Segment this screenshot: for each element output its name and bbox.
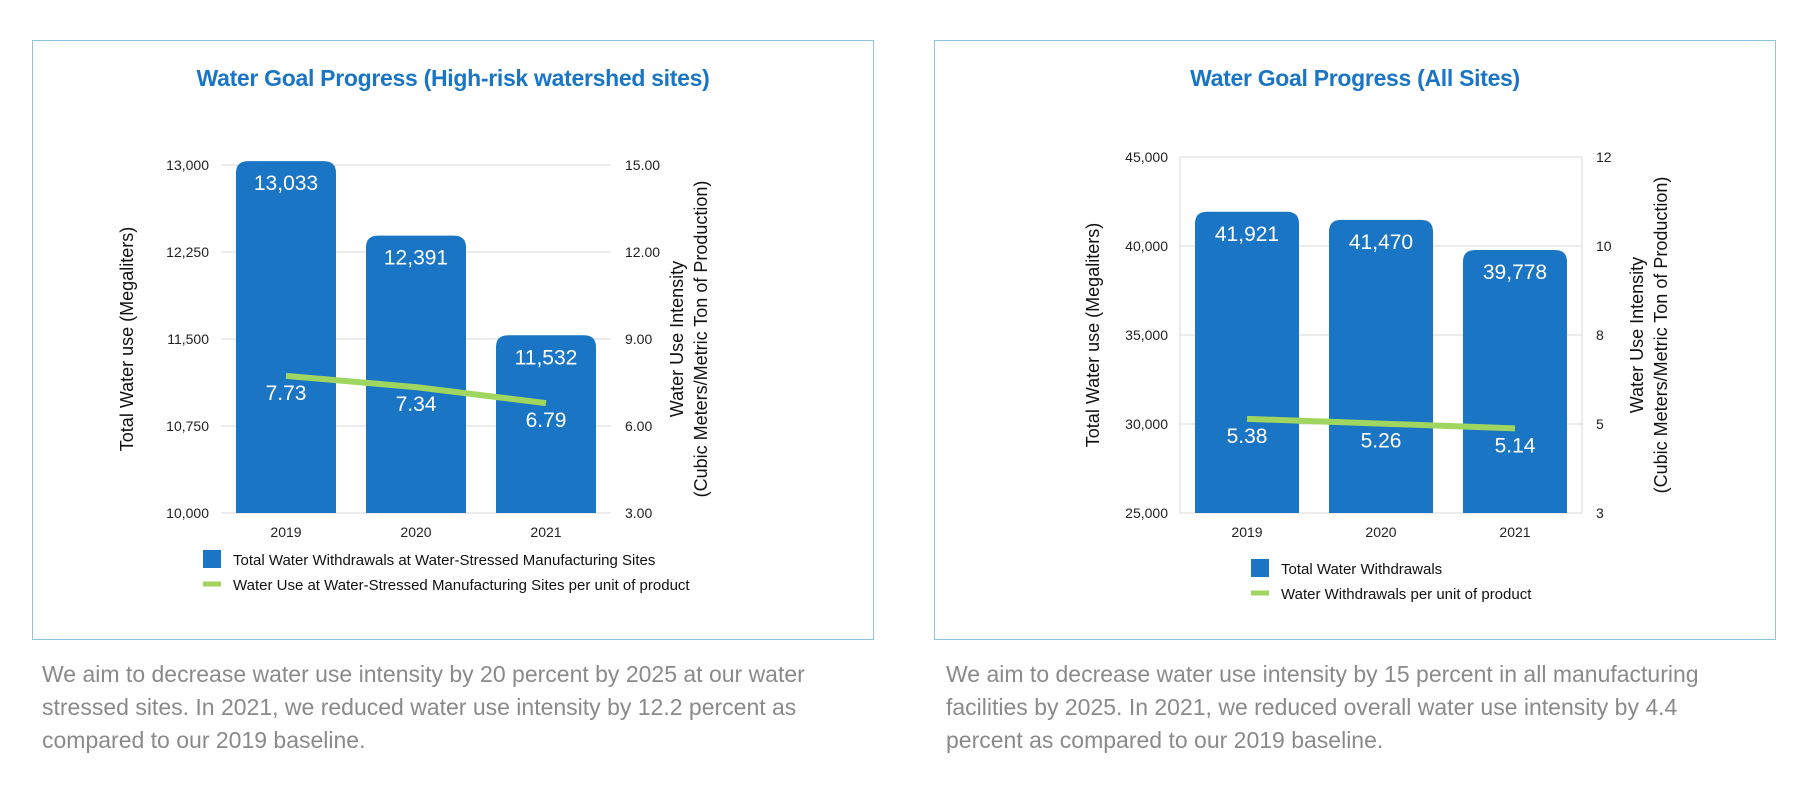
legend-bar-swatch [1251, 559, 1269, 577]
chart-svg-all-sites: 25,000 30,000 35,000 40,000 45,000 3 5 8 10 12 41,… [1083, 149, 1671, 603]
y-tick-label: 25,000 [1125, 505, 1168, 521]
line-value-label: 7.34 [396, 393, 437, 416]
y2-tick-label: 9.00 [625, 331, 652, 347]
y-tick-label: 45,000 [1125, 149, 1168, 165]
chart-panel-high-risk: Water Goal Progress (High-risk watershed… [32, 40, 874, 640]
y-tick-label: 13,000 [166, 157, 209, 173]
legend-bar-label: Total Water Withdrawals [1281, 561, 1442, 578]
intensity-line [1246, 415, 1516, 432]
y2-tick-label: 10 [1596, 238, 1612, 254]
line-value-label: 6.79 [526, 409, 567, 432]
y2-axis-title-line1: Water Use Intensity [1627, 257, 1647, 413]
bar-2021 [496, 335, 596, 513]
y-axis-title: Total Water use (Megaliters) [117, 227, 137, 451]
bar-value-label: 13,033 [254, 172, 318, 195]
line-value-label: 5.38 [1227, 425, 1268, 448]
x-tick-label: 2020 [400, 524, 431, 540]
chart-panel-all-sites: Water Goal Progress (All Sites) 25,000 30… [934, 40, 1776, 640]
legend-line-label: Water Use at Water-Stressed Manufacturin… [233, 577, 690, 594]
x-tick-label: 2020 [1365, 524, 1396, 540]
y2-axis-title-line2: (Cubic Meters/Metric Ton of Production) [1651, 177, 1671, 494]
y2-axis-title-line2: (Cubic Meters/Metric Ton of Production) [691, 181, 711, 498]
bar-2019 [236, 161, 336, 513]
y2-tick-label: 15.00 [625, 157, 660, 173]
y2-tick-label: 12 [1596, 149, 1612, 165]
caption-all-sites: We aim to decrease water use intensity b… [946, 661, 1699, 753]
y-axis-title: Total Water use (Megaliters) [1083, 223, 1103, 447]
y-tick-label: 12,250 [166, 244, 209, 260]
bar-value-label: 41,470 [1349, 231, 1413, 254]
bar-value-label: 41,921 [1215, 223, 1279, 246]
y2-tick-label: 5 [1596, 416, 1604, 432]
line-value-label: 5.14 [1495, 434, 1536, 457]
y-tick-label: 35,000 [1125, 327, 1168, 343]
legend-bar-label: Total Water Withdrawals at Water-Stresse… [233, 552, 655, 569]
bar-value-label: 11,532 [515, 346, 578, 369]
y-tick-label: 30,000 [1125, 416, 1168, 432]
y2-tick-label: 3 [1596, 505, 1604, 521]
x-tick-label: 2021 [530, 524, 561, 540]
line-value-label: 7.73 [266, 382, 307, 405]
bar-value-label: 12,391 [384, 247, 448, 270]
bar-2020 [366, 235, 466, 514]
y2-tick-label: 3.00 [625, 505, 652, 521]
bar-2020 [1329, 219, 1433, 514]
chart-title: Water Goal Progress (High-risk watershed… [196, 65, 710, 91]
y-tick-label: 10,000 [166, 505, 209, 521]
y2-tick-label: 8 [1596, 327, 1604, 343]
y-tick-label: 40,000 [1125, 238, 1168, 254]
x-tick-label: 2021 [1499, 524, 1530, 540]
y2-axis-title-line1: Water Use Intensity [667, 261, 687, 417]
bar-value-label: 39,778 [1483, 261, 1547, 284]
x-tick-label: 2019 [1231, 524, 1262, 540]
chart-svg-high-risk: 10,000 10,750 11,500 12,250 13,000 3.00 6.00 9.… [117, 157, 711, 594]
line-value-label: 5.26 [1361, 430, 1402, 453]
y-tick-label: 10,750 [166, 418, 209, 434]
x-tick-label: 2019 [270, 524, 301, 540]
legend-line-label: Water Withdrawals per unit of product [1281, 586, 1532, 603]
bar-2021 [1463, 249, 1567, 513]
legend-bar-swatch [203, 550, 221, 568]
y-tick-label: 11,500 [167, 331, 209, 347]
y2-tick-label: 12.00 [625, 244, 660, 260]
chart-title: Water Goal Progress (All Sites) [1190, 65, 1520, 91]
caption-high-risk: We aim to decrease water use intensity b… [42, 661, 805, 753]
intensity-line [285, 372, 547, 407]
y2-tick-label: 6.00 [625, 418, 652, 434]
bar-2019 [1195, 211, 1299, 513]
